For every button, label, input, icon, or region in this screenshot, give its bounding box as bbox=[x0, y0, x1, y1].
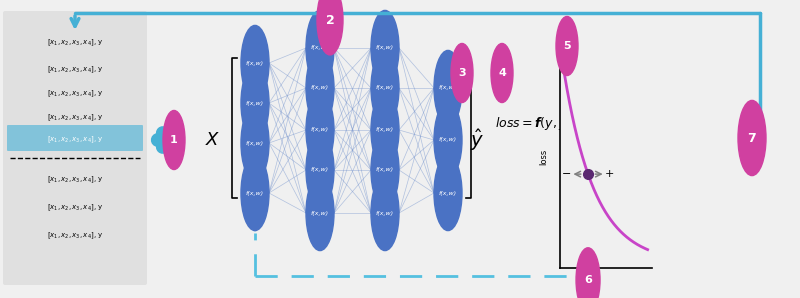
Text: f(x,w): f(x,w) bbox=[376, 167, 394, 173]
Ellipse shape bbox=[306, 50, 334, 125]
FancyBboxPatch shape bbox=[3, 11, 147, 285]
Text: 4: 4 bbox=[498, 68, 506, 78]
Ellipse shape bbox=[434, 156, 462, 231]
Ellipse shape bbox=[451, 44, 473, 103]
Text: $[x_1,x_2,x_3,x_4]$, y: $[x_1,x_2,x_3,x_4]$, y bbox=[46, 135, 103, 145]
Ellipse shape bbox=[371, 10, 399, 86]
Ellipse shape bbox=[306, 132, 334, 208]
Text: $\mathit{X}$: $\mathit{X}$ bbox=[205, 131, 221, 149]
Text: 7: 7 bbox=[748, 131, 756, 145]
Text: f(x,w): f(x,w) bbox=[246, 100, 264, 105]
Ellipse shape bbox=[576, 248, 600, 298]
Ellipse shape bbox=[434, 103, 462, 178]
Text: f(x,w): f(x,w) bbox=[376, 210, 394, 215]
Ellipse shape bbox=[241, 156, 269, 231]
Text: f(x,w): f(x,w) bbox=[439, 190, 457, 195]
Ellipse shape bbox=[306, 92, 334, 167]
Text: 2: 2 bbox=[326, 13, 334, 27]
Text: f(x,w): f(x,w) bbox=[439, 137, 457, 142]
Text: f(x,w): f(x,w) bbox=[376, 86, 394, 91]
Text: f(x,w): f(x,w) bbox=[311, 128, 329, 133]
Text: $[x_1,x_2,x_3,x_4]$, y: $[x_1,x_2,x_3,x_4]$, y bbox=[46, 203, 103, 213]
Ellipse shape bbox=[434, 50, 462, 125]
Text: $[x_1,x_2,x_3,x_4]$, y: $[x_1,x_2,x_3,x_4]$, y bbox=[46, 231, 103, 241]
Text: w: w bbox=[584, 243, 592, 253]
Ellipse shape bbox=[371, 176, 399, 251]
Text: f(x,w): f(x,w) bbox=[311, 46, 329, 50]
Ellipse shape bbox=[317, 0, 343, 55]
Text: $[x_1,x_2,x_3,x_4]$, y: $[x_1,x_2,x_3,x_4]$, y bbox=[46, 113, 103, 123]
Text: f(x,w): f(x,w) bbox=[246, 140, 264, 145]
Ellipse shape bbox=[556, 16, 578, 75]
Ellipse shape bbox=[163, 111, 185, 170]
Text: $[x_1,x_2,x_3,x_4]$, y: $[x_1,x_2,x_3,x_4]$, y bbox=[46, 65, 103, 75]
Ellipse shape bbox=[241, 66, 269, 141]
Text: 3: 3 bbox=[458, 68, 466, 78]
Ellipse shape bbox=[241, 25, 269, 101]
Text: 1: 1 bbox=[170, 135, 178, 145]
Text: f(x,w): f(x,w) bbox=[439, 86, 457, 91]
Ellipse shape bbox=[241, 105, 269, 181]
Text: f(x,w): f(x,w) bbox=[311, 210, 329, 215]
Ellipse shape bbox=[306, 176, 334, 251]
Text: f(x,w): f(x,w) bbox=[246, 190, 264, 195]
FancyBboxPatch shape bbox=[7, 125, 143, 151]
Text: f(x,w): f(x,w) bbox=[311, 167, 329, 173]
Text: f(x,w): f(x,w) bbox=[246, 60, 264, 66]
Text: f(x,w): f(x,w) bbox=[311, 86, 329, 91]
Text: f(x,w): f(x,w) bbox=[376, 128, 394, 133]
Ellipse shape bbox=[371, 132, 399, 208]
Text: $[x_1,x_2,x_3,x_4]$, y: $[x_1,x_2,x_3,x_4]$, y bbox=[46, 38, 103, 48]
Text: $[x_1,x_2,x_3,x_4]$, y: $[x_1,x_2,x_3,x_4]$, y bbox=[46, 89, 103, 99]
Ellipse shape bbox=[371, 50, 399, 125]
Text: $\hat{y}$: $\hat{y}$ bbox=[470, 127, 484, 153]
Text: 5: 5 bbox=[563, 41, 571, 51]
Text: $[x_1,x_2,x_3,x_4]$, y: $[x_1,x_2,x_3,x_4]$, y bbox=[46, 175, 103, 185]
Text: 6: 6 bbox=[584, 275, 592, 285]
Ellipse shape bbox=[491, 44, 513, 103]
Ellipse shape bbox=[371, 92, 399, 167]
Ellipse shape bbox=[306, 10, 334, 86]
Text: f(x,w): f(x,w) bbox=[376, 46, 394, 50]
Ellipse shape bbox=[738, 100, 766, 176]
Text: $\mathit{loss}=\boldsymbol{f}(\mathit{y},\hat{y})$: $\mathit{loss}=\boldsymbol{f}(\mathit{y}… bbox=[495, 114, 572, 133]
